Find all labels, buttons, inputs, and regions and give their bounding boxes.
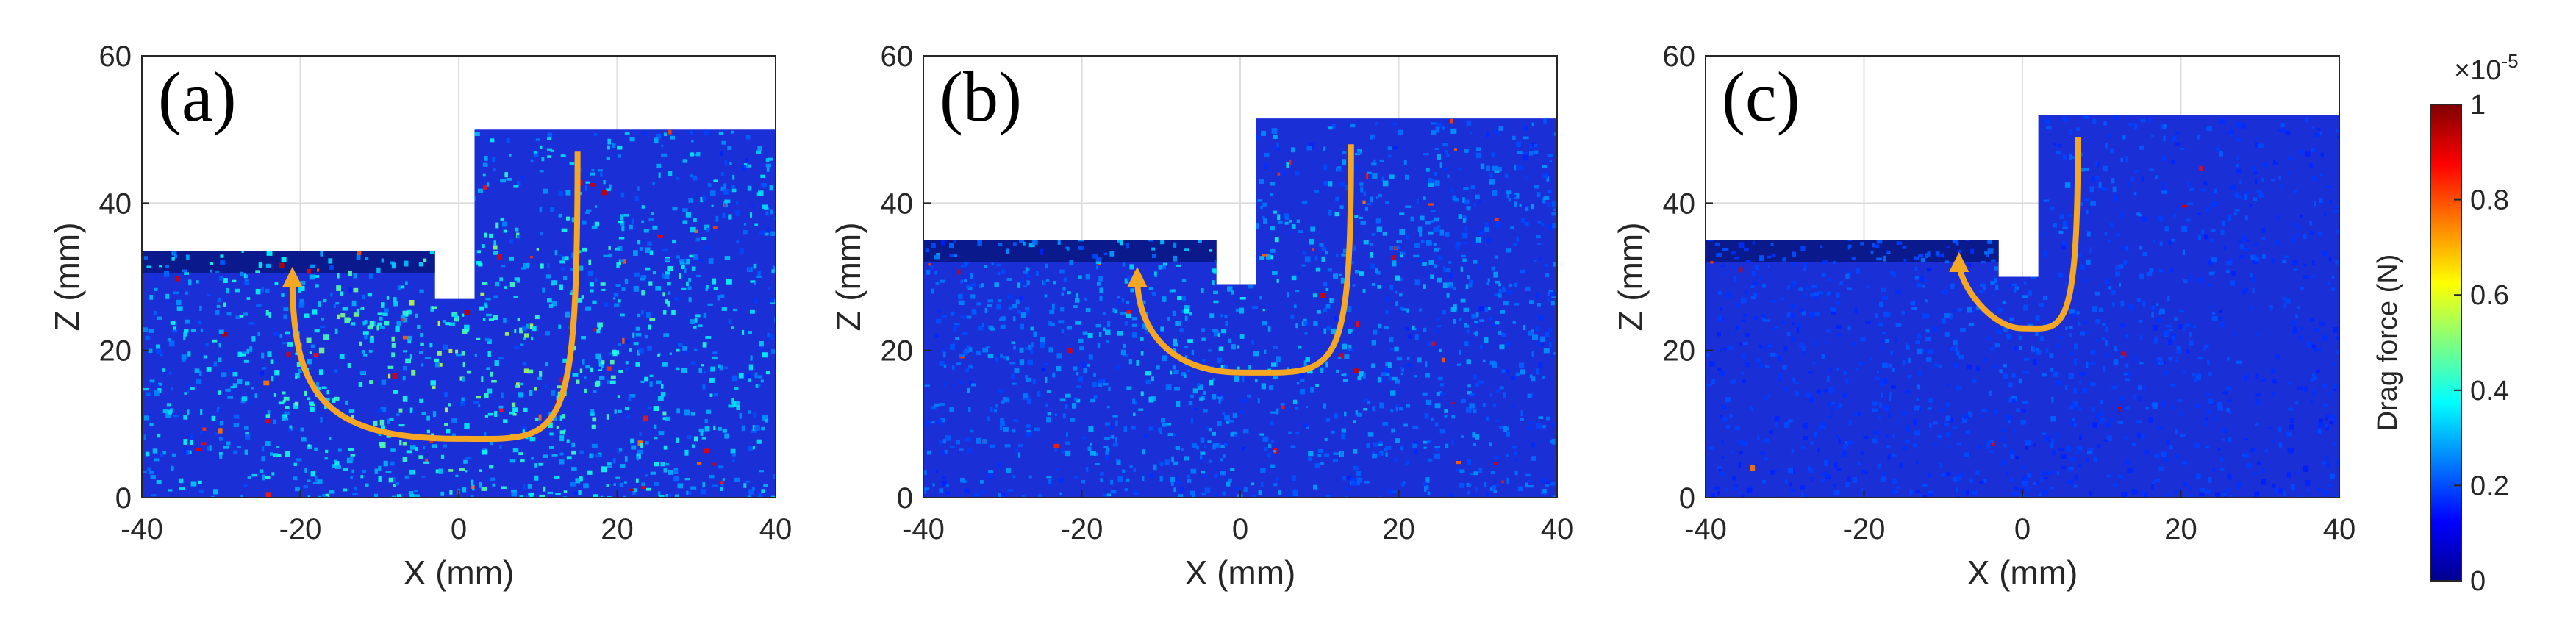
x-tick-label: -20 — [1061, 513, 1103, 545]
colorbar-tick-label: 0 — [2470, 566, 2486, 597]
particle-bed — [142, 129, 776, 498]
x-tick-label: 0 — [2014, 513, 2031, 545]
x-tick-label: 20 — [1382, 513, 1415, 545]
y-tick-label: 0 — [897, 482, 913, 515]
colorbar-multiplier-exp: -5 — [2501, 50, 2518, 72]
panel-a: -40 -20 0 20 40 0 20 40 60 X (mm) Z (mm) (a) — [48, 40, 792, 592]
colorbar-multiplier-base: ×10 — [2454, 55, 2501, 86]
colorbar-tick-label: 0.8 — [2470, 185, 2509, 216]
flow-arrow — [282, 151, 581, 443]
y-tick-label: 20 — [99, 335, 132, 368]
colorbar-multiplier: ×10-5 — [2454, 50, 2519, 86]
y-tick-label: 0 — [1679, 482, 1695, 515]
y-tick-label: 60 — [881, 40, 914, 73]
x-tick-label: 40 — [2323, 513, 2356, 545]
x-tick-label: 40 — [1541, 513, 1574, 545]
colorbar-tick-label: 0.4 — [2470, 376, 2509, 407]
colorbar-tick-label: 1 — [2470, 90, 2486, 121]
x-tick-label: 0 — [1232, 513, 1248, 545]
y-axis-label: Z (mm) — [829, 222, 867, 331]
panel-label: (a) — [158, 57, 237, 136]
x-tick-label: -20 — [279, 513, 322, 545]
panel-c: -40 -20 0 20 40 0 20 40 60 X (mm) Z (mm) (c) — [1611, 40, 2355, 592]
particle-bed — [1706, 115, 2339, 498]
x-tick-label: -40 — [1684, 513, 1727, 545]
y-axis-label: Z (mm) — [1611, 222, 1650, 331]
x-tick-label: -40 — [121, 513, 163, 545]
y-tick-label: 40 — [1663, 187, 1696, 220]
x-tick-label: 0 — [451, 513, 467, 545]
y-tick-label: 60 — [1663, 40, 1696, 73]
x-axis-label: X (mm) — [1185, 554, 1296, 592]
colorbar: 0 0.2 0.4 0.6 0.8 1 ×10-5 Drag force (N) — [2372, 50, 2519, 597]
x-tick-label: 20 — [601, 513, 634, 545]
colorbar-tick-label: 0.2 — [2470, 471, 2509, 501]
panel-label: (c) — [1722, 57, 1800, 136]
y-axis-label: Z (mm) — [48, 222, 86, 331]
flow-arrow — [1127, 144, 1354, 376]
x-axis-label: X (mm) — [1967, 554, 2078, 592]
colorbar-scale — [2430, 104, 2462, 582]
x-tick-label: 20 — [2164, 513, 2197, 545]
x-axis-label: X (mm) — [404, 554, 515, 592]
x-tick-label: 40 — [759, 513, 793, 545]
colorbar-tick-label: 0.6 — [2470, 280, 2509, 311]
y-tick-label: 40 — [881, 187, 914, 220]
y-tick-label: 0 — [115, 482, 132, 515]
y-tick-label: 40 — [99, 187, 132, 220]
flow-arrow — [1949, 137, 2081, 332]
panel-label: (b) — [940, 57, 1022, 136]
x-tick-label: -40 — [902, 513, 945, 545]
y-tick-label: 20 — [881, 335, 914, 368]
y-tick-label: 20 — [1663, 335, 1696, 368]
panel-b: -40 -20 0 20 40 0 20 40 60 X (mm) Z (mm) (b) — [829, 40, 1573, 592]
y-tick-label: 60 — [99, 40, 132, 73]
colorbar-label: Drag force (N) — [2372, 254, 2403, 432]
x-tick-label: -20 — [1843, 513, 1886, 545]
